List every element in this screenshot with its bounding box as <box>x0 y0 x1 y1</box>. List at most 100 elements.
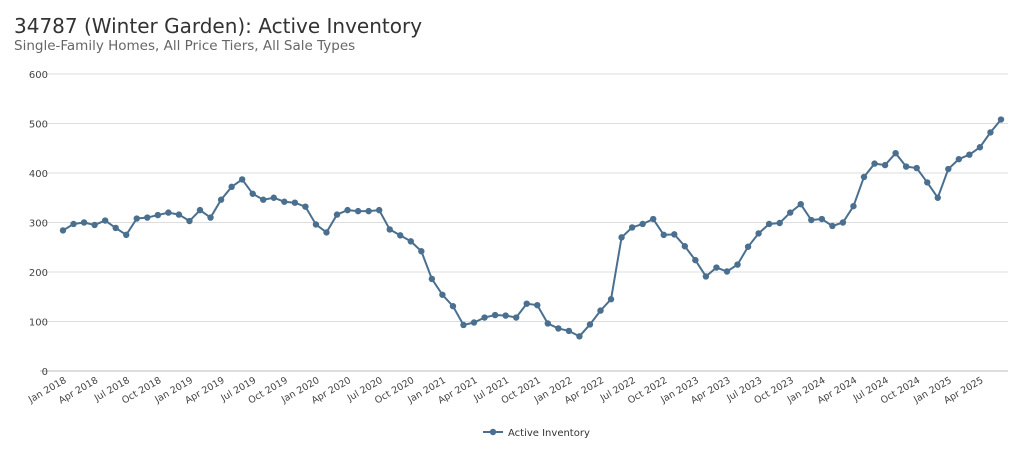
data-point <box>808 216 815 224</box>
data-point <box>997 116 1005 123</box>
data-point <box>650 215 657 223</box>
data-point <box>449 302 457 310</box>
data-point <box>713 264 720 271</box>
data-point <box>976 144 984 151</box>
data-point <box>734 261 741 268</box>
data-point <box>207 214 214 221</box>
data-point <box>165 209 172 216</box>
data-point <box>660 231 667 239</box>
data-point <box>133 215 140 222</box>
data-point <box>534 301 541 309</box>
data-point <box>333 211 341 218</box>
data-point <box>354 207 362 215</box>
data-point <box>871 160 878 167</box>
y-tick-label: 100 <box>29 318 48 329</box>
data-point <box>270 194 277 201</box>
data-point <box>618 234 625 241</box>
data-point <box>787 209 794 216</box>
data-point <box>470 319 478 326</box>
data-point <box>70 220 77 228</box>
data-point <box>312 221 320 228</box>
data-point <box>860 173 868 181</box>
y-tick-label: 600 <box>29 70 48 81</box>
chart-subtitle: Single-Family Homes, All Price Tiers, Al… <box>14 38 356 54</box>
data-point <box>418 248 425 255</box>
data-point <box>249 190 256 197</box>
data-point <box>924 179 931 186</box>
data-point <box>987 129 994 136</box>
data-point <box>523 300 530 307</box>
data-point <box>491 311 499 319</box>
data-point <box>892 150 899 157</box>
data-point <box>428 275 436 283</box>
data-point <box>365 207 372 215</box>
data-point <box>913 164 920 172</box>
data-point <box>375 206 383 214</box>
data-point <box>797 200 804 208</box>
data-point <box>80 219 88 226</box>
data-point <box>607 296 615 303</box>
data-point <box>586 321 594 328</box>
data-point <box>628 224 636 231</box>
data-point <box>291 199 299 206</box>
data-point <box>881 161 889 169</box>
data-point <box>439 291 446 298</box>
data-point <box>597 307 604 314</box>
data-point <box>639 220 646 228</box>
data-point <box>692 256 699 264</box>
data-point <box>776 219 783 227</box>
data-point <box>260 196 267 203</box>
data-point <box>323 229 330 236</box>
data-point <box>934 194 941 201</box>
data-point <box>228 183 235 191</box>
data-point <box>217 196 225 203</box>
data-point <box>196 206 204 214</box>
data-point <box>502 312 509 319</box>
data-point <box>945 165 952 173</box>
data-point <box>123 231 130 239</box>
data-point <box>544 320 552 327</box>
data-point <box>238 176 246 183</box>
data-point <box>765 220 773 228</box>
data-point <box>565 327 573 335</box>
data-point <box>702 273 710 280</box>
data-point <box>186 217 193 225</box>
series-line <box>62 118 1002 338</box>
data-point <box>302 203 309 210</box>
data-point <box>902 163 910 170</box>
y-tick-label: 300 <box>29 219 48 230</box>
data-point <box>407 238 414 245</box>
legend-label: Active Inventory <box>508 428 590 439</box>
y-tick-label: 500 <box>29 120 48 131</box>
data-point <box>397 232 404 239</box>
data-point <box>112 224 119 232</box>
data-point <box>576 333 583 340</box>
y-tick-label: 400 <box>29 169 48 180</box>
data-point <box>281 198 288 205</box>
data-point <box>818 215 826 223</box>
data-point <box>966 151 973 158</box>
data-point <box>512 314 520 321</box>
y-tick-label: 0 <box>42 367 48 378</box>
data-point <box>386 226 393 233</box>
data-point <box>91 221 98 229</box>
data-point <box>144 214 151 221</box>
data-point <box>101 217 109 224</box>
data-point <box>955 155 963 163</box>
data-point <box>555 325 562 332</box>
data-point <box>744 243 752 250</box>
data-point <box>671 231 678 238</box>
data-point <box>829 222 836 230</box>
data-point <box>755 230 762 237</box>
legend-marker <box>489 428 497 436</box>
chart-title: 34787 (Winter Garden): Active Inventory <box>14 14 423 38</box>
y-tick-label: 200 <box>29 268 48 279</box>
data-point <box>481 314 488 321</box>
data-point <box>175 211 183 218</box>
data-point <box>723 268 731 275</box>
data-point <box>344 206 351 214</box>
data-point <box>839 219 847 226</box>
data-point <box>59 227 67 234</box>
data-point <box>850 202 857 210</box>
